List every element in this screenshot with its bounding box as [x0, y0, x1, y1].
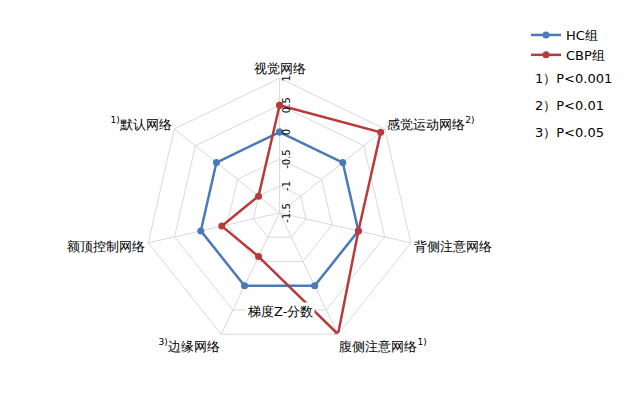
svg-text:-1.5: -1.5 — [281, 203, 292, 223]
svg-text:-0.5: -0.5 — [281, 149, 292, 169]
svg-text:梯度Z-分数: 梯度Z-分数 — [247, 304, 313, 319]
svg-text:腹侧注意网络​1)​: 腹侧注意网络​1)​ — [339, 337, 426, 353]
svg-text:0.5: 0.5 — [281, 97, 292, 113]
svg-text:感觉运动网络​2)​: 感觉运动网络​2)​ — [387, 115, 474, 131]
svg-text:HC组: HC组 — [566, 28, 598, 43]
svg-text:3）P<0.05: 3）P<0.05 — [535, 125, 604, 140]
svg-text:​3)​边缘网络: ​3)​边缘网络 — [158, 337, 219, 353]
svg-text:CBP组: CBP组 — [566, 48, 605, 63]
svg-text:背侧注意网络: 背侧注意网络 — [414, 239, 492, 254]
svg-text:1: 1 — [281, 75, 292, 81]
svg-text:0: 0 — [281, 129, 292, 135]
svg-text:额顶控制网络: 额顶控制网络 — [67, 239, 145, 254]
svg-text:2）P<0.01: 2）P<0.01 — [535, 98, 604, 113]
svg-text:-1: -1 — [281, 181, 292, 191]
svg-text:1）P<0.001: 1）P<0.001 — [535, 71, 612, 86]
svg-text:视觉网络: 视觉网络 — [254, 61, 306, 76]
svg-text:​1)​默认网络: ​1)​默认网络 — [111, 115, 172, 131]
